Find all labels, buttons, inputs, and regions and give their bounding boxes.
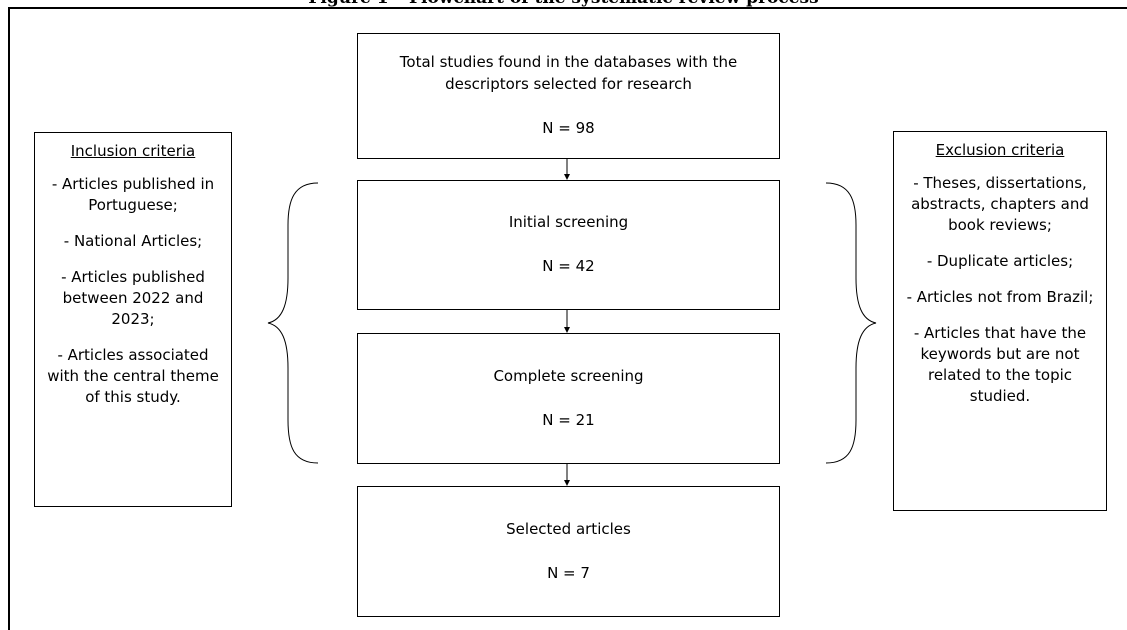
complete-screening-count: N = 21	[542, 410, 595, 429]
exclusion-criterion: - Articles that have the keywords but ar…	[913, 324, 1087, 405]
exclusion-criterion: - Duplicate articles;	[926, 252, 1074, 270]
selected-articles-box: Selected articles N = 7	[357, 486, 780, 617]
left-brace	[267, 182, 319, 464]
initial-screening-count: N = 42	[542, 257, 595, 275]
inclusion-criterion: - Articles published between 2022 and 20…	[61, 268, 205, 328]
figure-title: Figure 1 – Flowchart of the systematic r…	[0, 0, 1127, 10]
complete-screening-label: Complete screening	[493, 366, 644, 385]
inclusion-criteria-heading: Inclusion criteria	[70, 142, 196, 160]
inclusion-criterion: - National Articles;	[63, 232, 203, 250]
inclusion-criteria-box: Inclusion criteria - Articles published …	[34, 132, 232, 507]
exclusion-criterion: - Articles not from Brazil;	[906, 288, 1094, 306]
initial-screening-box: Initial screening N = 42	[357, 180, 780, 310]
exclusion-criterion: - Theses, dissertations, abstracts, chap…	[911, 174, 1089, 234]
inclusion-criterion: - Articles published in Portuguese;	[51, 175, 215, 214]
right-brace	[825, 182, 877, 464]
selected-articles-label: Selected articles	[506, 519, 631, 538]
figure-frame	[8, 7, 1127, 630]
exclusion-criteria-box: Exclusion criteria - Theses, dissertatio…	[893, 131, 1107, 511]
exclusion-criteria-heading: Exclusion criteria	[935, 141, 1065, 159]
total-studies-box: Total studies found in the databases wit…	[357, 33, 780, 159]
inclusion-criterion: - Articles associated with the central t…	[47, 346, 219, 406]
complete-screening-box: Complete screening N = 21	[357, 333, 780, 464]
total-studies-label: Total studies found in the databases wit…	[399, 53, 738, 94]
total-studies-count: N = 98	[542, 118, 595, 137]
initial-screening-label: Initial screening	[508, 213, 629, 232]
selected-articles-count: N = 7	[547, 563, 590, 582]
